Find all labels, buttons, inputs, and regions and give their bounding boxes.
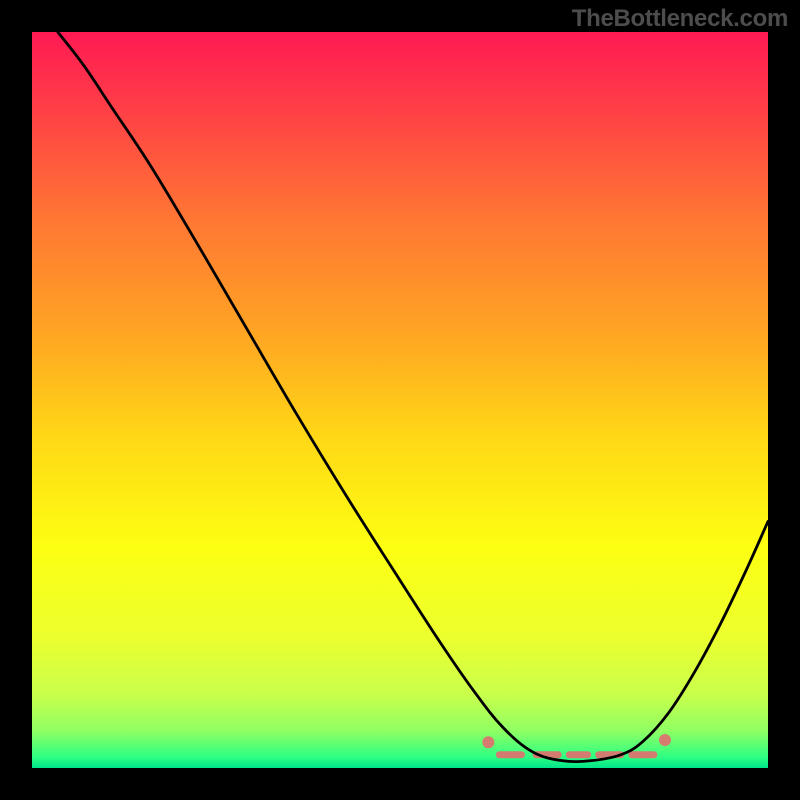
chart-curve-layer bbox=[32, 32, 768, 768]
chart-marker-dot bbox=[659, 734, 671, 746]
frame-left bbox=[0, 0, 32, 800]
chart-plot-area bbox=[32, 32, 768, 768]
chart-main-curve bbox=[58, 32, 768, 762]
watermark-text: TheBottleneck.com bbox=[572, 5, 788, 33]
chart-marker-dot bbox=[482, 736, 494, 748]
frame-right bbox=[768, 0, 800, 800]
frame-bottom bbox=[0, 768, 800, 800]
